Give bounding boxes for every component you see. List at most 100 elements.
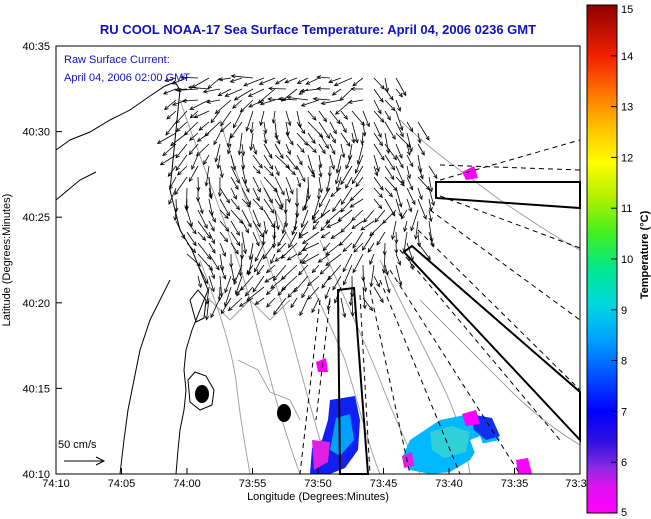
current-vector-head [273,187,278,193]
current-vector [206,99,221,103]
current-vector-head [409,265,414,271]
current-vector [312,220,320,230]
current-vector-head [236,291,241,297]
current-vector-head [341,153,346,159]
current-vector-head [274,80,280,85]
current-vector [417,165,424,179]
current-vector-head [342,280,347,286]
current-vector [307,286,320,300]
current-vector [311,209,320,220]
current-vector-head [206,234,212,240]
sst-patch [330,414,354,456]
current-vector [299,253,309,264]
current-vector-head [409,127,414,133]
current-vector [276,242,287,253]
current-vector-head [425,135,430,141]
current-vector [406,253,414,270]
current-vector-head [220,121,225,127]
current-vector [252,220,264,238]
current-vector-head [398,202,403,208]
current-vector-head [224,214,229,220]
current-vector-head [188,136,194,141]
current-vector-head [332,129,337,135]
current-vector [197,264,208,284]
current-vector [298,231,309,239]
current-vector [268,88,287,90]
current-vector-head [255,196,260,202]
current-vector-head [392,155,397,161]
current-vector-head [293,165,298,171]
current-vector [210,297,221,318]
current-vector-head [337,217,343,222]
colorbar-tick-label: 7 [621,406,627,418]
current-vector-head [330,234,336,240]
current-vector-head [204,181,209,187]
current-vector [166,110,177,120]
current-vector-head [342,313,347,319]
current-vector-head [298,232,303,237]
current-vector-head [231,277,236,283]
current-vector-head [214,109,220,115]
current-vector-head [211,274,215,280]
current-vector [384,154,395,171]
current-vector-head [169,185,174,191]
current-vector-head [273,310,278,316]
current-vector [428,165,438,179]
current-vector [188,86,210,90]
current-vector [206,297,210,320]
current-vector [250,121,254,133]
current-vector-head [331,138,336,144]
current-vector [384,187,393,197]
current-vector [228,297,243,311]
current-vector-head [301,239,307,245]
current-vector-head [426,255,431,261]
current-vector [323,242,331,251]
current-vector-head [277,96,283,102]
current-vector-head [369,260,374,266]
current-vector-head [287,121,292,127]
current-vector-head [352,243,357,249]
current-vector-head [287,150,291,156]
current-vector [260,99,276,105]
current-vector-head [191,165,196,170]
current-vector-head [270,259,275,265]
coastline-segment [187,371,215,411]
current-vector-head [259,205,264,211]
current-vector [302,253,320,264]
current-vector-head [409,162,414,168]
current-vector [198,121,210,131]
current-vector-head [388,192,393,198]
x-tick-label: 73:50 [304,478,332,490]
current-vector-head [298,160,303,166]
current-vector [263,187,273,203]
current-vector [384,143,397,160]
current-vector-head [322,117,328,123]
current-vector [340,220,353,233]
current-vector-head [226,142,231,148]
current-vector-head [293,226,298,231]
coastline [55,81,215,475]
current-vector-head [179,75,185,80]
current-vector-head [289,189,294,195]
current-vector-head [269,165,274,170]
current-vector [395,187,402,208]
x-axis-ticks: 74:10 74:05 74:00 73:55 73:50 73:45 73:40 73:35… [42,468,587,490]
current-vector-head [433,174,438,180]
current-vector [373,187,383,198]
current-vector [296,154,303,165]
current-vector [244,286,254,297]
current-vector-head [286,198,291,204]
current-vector-head [235,205,240,211]
current-vector [270,275,287,289]
current-vector-head [361,246,367,251]
current-vector [230,198,240,210]
current-vector-head [196,137,202,142]
current-vector-head [360,140,365,146]
current-vector [197,209,208,229]
current-vector-head [403,227,408,233]
current-vector [215,143,221,162]
current-vector-head [326,305,331,311]
current-vector-head [381,269,387,274]
current-vector [230,187,237,200]
